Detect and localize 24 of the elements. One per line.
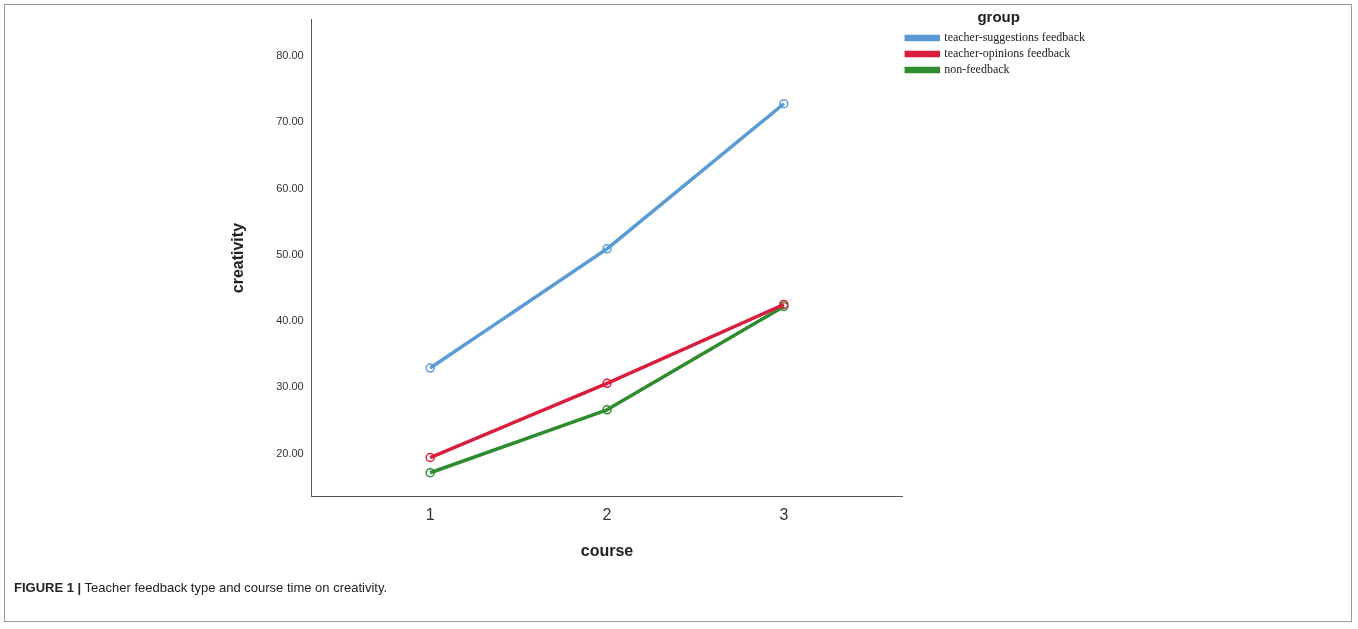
point	[425, 363, 435, 373]
legend-title: group	[977, 7, 1020, 25]
point	[602, 405, 612, 415]
legend-label: teacher-suggestions feedback	[944, 30, 1086, 45]
point	[602, 244, 612, 254]
x-tick-label: 3	[779, 505, 789, 523]
y-axis-title: creativity	[229, 222, 247, 294]
x-tick-label: 2	[602, 505, 612, 523]
y-tick-label: 50.00	[276, 247, 304, 260]
y-tick-label: 80.00	[276, 49, 304, 62]
y-tick-label: 20.00	[276, 446, 304, 459]
point	[779, 98, 789, 109]
x-axis-title: course	[580, 541, 634, 559]
legend-label: teacher-opinions feedback	[944, 46, 1071, 61]
point	[425, 468, 435, 478]
legend-label: non-feedback	[944, 62, 1010, 77]
y-tick-label: 60.00	[276, 181, 304, 194]
caption: FIGURE 1 | Teacher feedback type and course time on creativity.	[14, 580, 388, 595]
point	[602, 378, 612, 389]
y-tick-label: 70.00	[276, 115, 304, 128]
y-tick-label: 40.00	[276, 314, 304, 327]
x-tick-label: 1	[425, 505, 435, 523]
point	[425, 452, 435, 463]
y-tick-label: 30.00	[276, 380, 304, 393]
